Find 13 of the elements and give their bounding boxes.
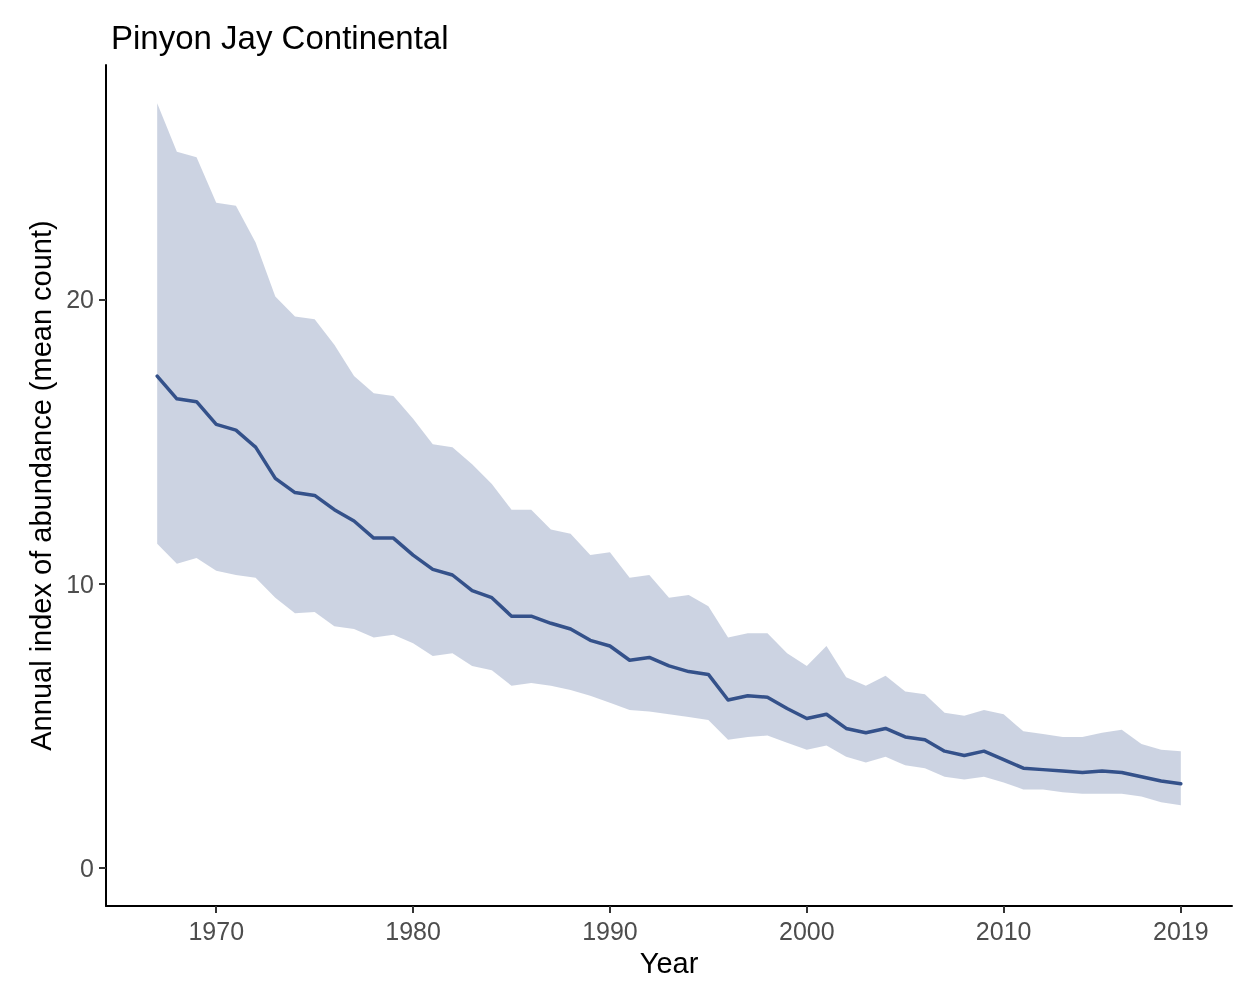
- x-tick-label: 2010: [975, 916, 1032, 945]
- y-tick-label: 20: [66, 285, 94, 314]
- line-series: [155, 374, 1183, 786]
- y-axis-title: Annual index of abundance (mean count): [24, 220, 57, 751]
- x-tick-label: 1970: [188, 916, 245, 945]
- x-tick-label: 2019: [1153, 916, 1209, 945]
- x-tick-label: 1990: [582, 916, 638, 945]
- x-tick-label: 2000: [778, 916, 835, 945]
- y-tick-label: 0: [80, 853, 94, 882]
- chart-title: Pinyon Jay Continental: [111, 19, 449, 56]
- y-tick-label: 10: [66, 569, 94, 598]
- x-tick-label: 1980: [385, 916, 441, 945]
- x-axis-title: Year: [639, 946, 699, 979]
